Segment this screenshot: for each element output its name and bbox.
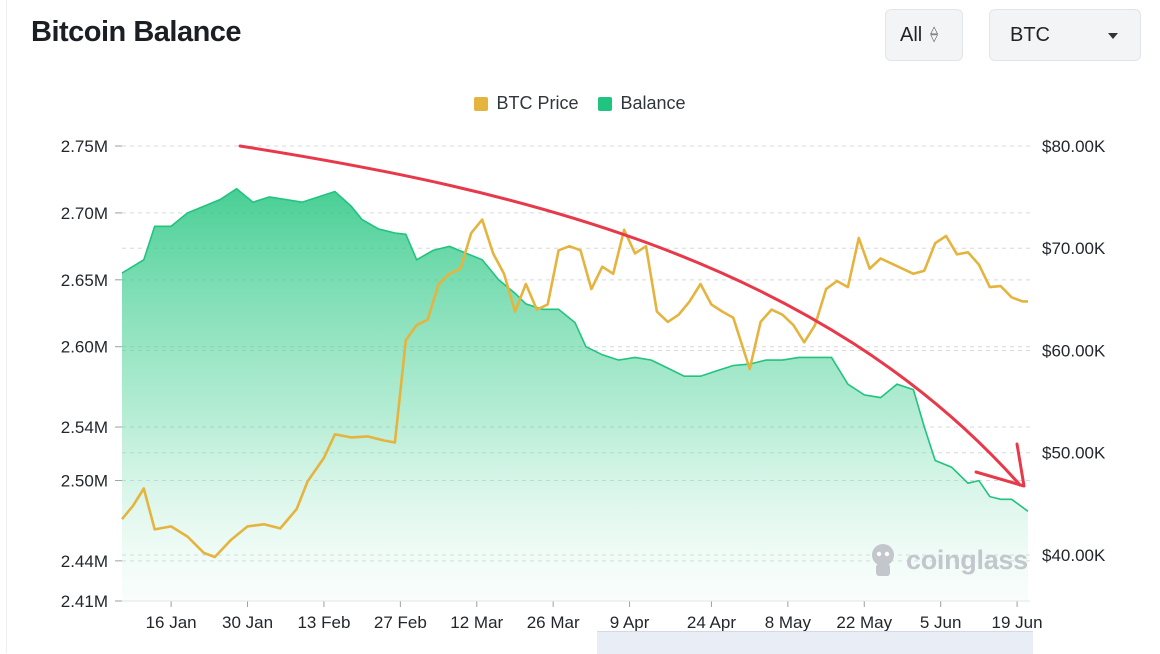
x-tick-label: 12 Mar (450, 613, 503, 632)
x-tick-label: 27 Feb (374, 613, 427, 632)
y-left-tick-label: 2.60M (61, 338, 108, 357)
coinglass-logo-icon (866, 542, 900, 578)
x-tick-label: 26 Mar (527, 613, 580, 632)
range-slider-strip[interactable] (597, 631, 1033, 654)
y-right-tick-label: $60.00K (1042, 341, 1106, 360)
y-left-tick-label: 2.65M (61, 271, 108, 290)
watermark-text: coinglass (906, 545, 1028, 576)
x-tick-label: 9 Apr (610, 613, 650, 632)
y-left-tick-label: 2.70M (61, 204, 108, 223)
x-tick-label: 22 May (836, 613, 892, 632)
x-tick-label: 16 Jan (146, 613, 197, 632)
y-left-tick-label: 2.50M (61, 472, 108, 491)
y-right-tick-label: $80.00K (1042, 137, 1106, 156)
x-tick-label: 5 Jun (920, 613, 962, 632)
x-tick-label: 24 Apr (687, 613, 736, 632)
x-tick-label: 13 Feb (297, 613, 350, 632)
balance-area (122, 189, 1028, 601)
watermark: coinglass (866, 542, 1028, 578)
y-right-tick-label: $70.00K (1042, 239, 1106, 258)
y-left-tick-label: 2.44M (61, 552, 108, 571)
y-left-tick-label: 2.54M (61, 418, 108, 437)
x-tick-label: 30 Jan (222, 613, 273, 632)
x-tick-label: 8 May (765, 613, 812, 632)
y-left-tick-label: 2.75M (61, 137, 108, 156)
y-left-tick-label: 2.41M (61, 592, 108, 611)
x-tick-label: 19 Jun (992, 613, 1043, 632)
y-right-tick-label: $50.00K (1042, 444, 1106, 463)
y-right-tick-label: $40.00K (1042, 546, 1106, 565)
